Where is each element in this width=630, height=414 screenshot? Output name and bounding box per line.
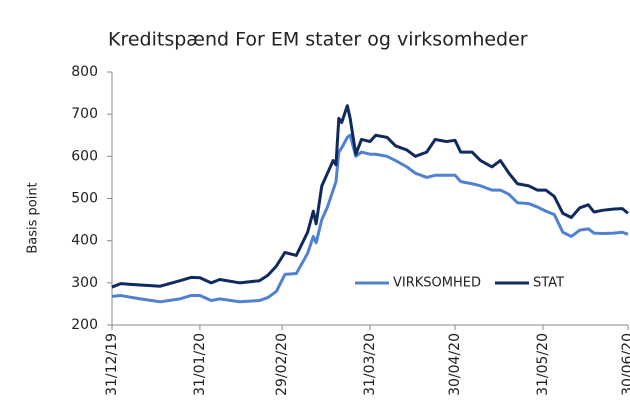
series-line [111, 104, 629, 289]
legend-label: STAT [533, 276, 564, 291]
x-tick-label: 31/01/20 [192, 333, 208, 396]
y-axis-label: Basis point [26, 182, 41, 253]
y-tick-label: 300 [71, 275, 98, 291]
y-tick-label: 600 [71, 148, 98, 164]
y-tick-label: 200 [71, 317, 98, 333]
y-tick-label: 500 [71, 191, 98, 207]
y-tick-label: 800 [71, 64, 98, 80]
x-tick-label: 30/06/20 [620, 333, 630, 396]
x-tick-label: 31/05/20 [535, 333, 551, 396]
x-tick-label: 29/02/20 [274, 333, 290, 396]
x-tick-label: 31/03/20 [362, 333, 378, 396]
x-tick-label: 30/04/20 [447, 333, 463, 396]
y-tick-label: 400 [71, 233, 98, 249]
legend-label: VIRKSOMHED [393, 276, 481, 291]
x-tick-label: 31/12/19 [104, 333, 120, 396]
chart-title: Kreditspænd For EM stater og virksomhede… [108, 29, 528, 51]
y-tick-label: 700 [71, 106, 98, 122]
series-line [111, 133, 629, 304]
